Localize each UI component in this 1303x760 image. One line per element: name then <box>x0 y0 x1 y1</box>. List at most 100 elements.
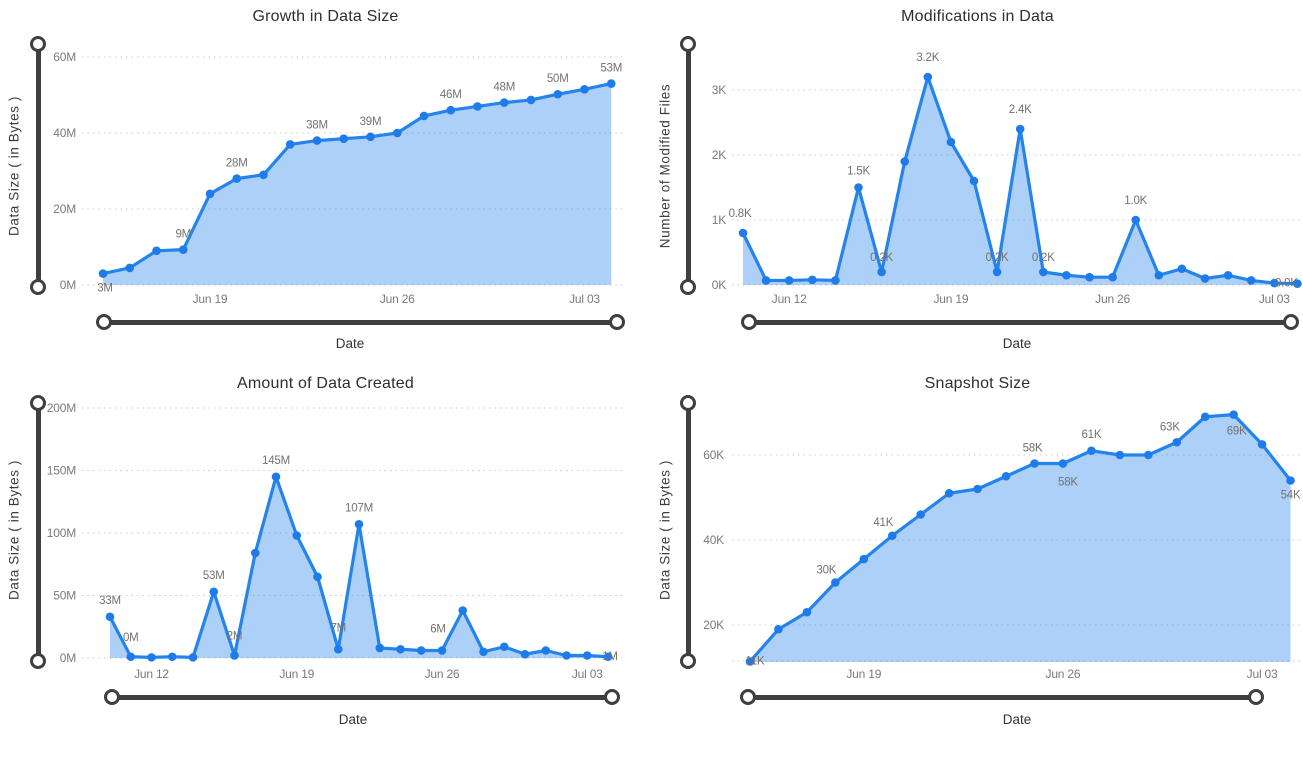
data-point[interactable] <box>1108 272 1117 282</box>
plot-area[interactable]: 0M 20M 40M 60M Jun 19 Jun 26 Jul 03 3M 9M 28M 38M 3… <box>0 0 651 365</box>
data-point[interactable] <box>808 275 817 285</box>
y-slider-rail[interactable] <box>35 402 41 662</box>
data-point[interactable] <box>232 174 242 183</box>
data-point[interactable] <box>167 652 177 662</box>
data-point[interactable] <box>271 472 281 482</box>
x-slider-rail[interactable] <box>748 319 1292 325</box>
y-slider-lower-handle[interactable] <box>30 653 46 669</box>
data-point[interactable] <box>499 642 509 652</box>
x-slider-left-handle[interactable] <box>740 689 756 705</box>
data-point[interactable] <box>125 263 135 273</box>
data-point[interactable] <box>1154 270 1164 280</box>
data-point[interactable] <box>396 644 405 654</box>
data-point[interactable] <box>1246 276 1256 285</box>
data-point[interactable] <box>1200 274 1210 283</box>
x-slider-rail[interactable] <box>111 694 613 700</box>
data-point[interactable] <box>859 554 869 564</box>
data-point[interactable] <box>1229 410 1238 419</box>
data-point[interactable] <box>250 548 260 558</box>
data-point[interactable] <box>774 624 783 634</box>
data-point[interactable] <box>1144 450 1153 460</box>
x-slider-left-handle[interactable] <box>96 314 112 330</box>
data-point[interactable] <box>580 85 589 94</box>
data-point[interactable] <box>1131 215 1140 225</box>
data-point[interactable] <box>499 98 509 107</box>
data-point[interactable] <box>313 572 322 582</box>
data-point[interactable] <box>562 651 571 660</box>
y-slider-upper-handle[interactable] <box>30 36 46 52</box>
data-point[interactable] <box>98 269 108 278</box>
data-point[interactable] <box>541 646 551 655</box>
data-point[interactable] <box>854 183 863 192</box>
plot-area[interactable]: 0M 50M 100M 150M 200M Jun 12 Jun 19 Jun 26 Jul 0… <box>0 365 651 760</box>
data-point[interactable] <box>1015 124 1025 134</box>
data-point[interactable] <box>900 157 909 166</box>
data-point[interactable] <box>1115 450 1125 460</box>
data-point[interactable] <box>458 606 468 615</box>
data-point[interactable] <box>312 136 322 145</box>
data-point[interactable] <box>1085 272 1094 282</box>
data-point[interactable] <box>1172 437 1182 447</box>
data-point[interactable] <box>446 105 456 115</box>
data-point[interactable] <box>437 646 447 655</box>
data-point[interactable] <box>354 519 364 529</box>
data-point[interactable] <box>230 651 239 660</box>
data-point[interactable] <box>745 657 755 666</box>
data-point[interactable] <box>802 607 812 617</box>
data-point[interactable] <box>416 646 426 655</box>
x-slider-left-handle[interactable] <box>741 314 757 330</box>
x-slider-right-handle[interactable] <box>609 314 625 330</box>
data-point[interactable] <box>419 111 429 121</box>
data-point[interactable] <box>178 245 188 254</box>
data-point[interactable] <box>887 531 897 541</box>
data-point[interactable] <box>205 189 215 199</box>
data-point[interactable] <box>603 652 613 662</box>
data-point[interactable] <box>147 653 156 662</box>
data-point[interactable] <box>923 72 933 82</box>
data-point[interactable] <box>188 653 198 662</box>
y-slider-upper-handle[interactable] <box>30 395 46 411</box>
data-point[interactable] <box>606 79 616 88</box>
x-slider-left-handle[interactable] <box>104 689 120 705</box>
y-slider-rail[interactable] <box>685 402 691 662</box>
plot-area[interactable]: 0K 1K 2K 3K Jun 12 Jun 19 Jun 26 Jul 03 0.8K 1.5K… <box>652 0 1303 365</box>
data-point[interactable] <box>339 134 349 143</box>
data-point[interactable] <box>209 587 219 597</box>
data-point[interactable] <box>582 651 592 660</box>
data-point[interactable] <box>973 484 982 494</box>
x-slider-right-handle[interactable] <box>1248 689 1264 705</box>
x-slider-rail[interactable] <box>103 319 618 325</box>
data-point[interactable] <box>916 510 925 519</box>
data-point[interactable] <box>285 140 295 149</box>
data-point[interactable] <box>366 132 375 142</box>
y-slider-lower-handle[interactable] <box>30 279 46 295</box>
data-point[interactable] <box>1030 459 1039 468</box>
data-point[interactable] <box>292 531 302 540</box>
data-point[interactable] <box>1293 279 1302 289</box>
data-point[interactable] <box>1257 440 1267 449</box>
data-point[interactable] <box>946 137 956 147</box>
data-point[interactable] <box>1286 476 1295 485</box>
data-point[interactable] <box>105 612 115 622</box>
data-point[interactable] <box>1270 278 1279 288</box>
data-point[interactable] <box>526 95 536 105</box>
data-point[interactable] <box>784 276 794 285</box>
data-point[interactable] <box>831 276 840 285</box>
data-point[interactable] <box>992 267 1002 277</box>
x-slider-rail[interactable] <box>747 694 1257 700</box>
data-point[interactable] <box>944 488 954 498</box>
y-slider-lower-handle[interactable] <box>680 279 696 295</box>
data-point[interactable] <box>333 644 343 654</box>
data-point[interactable] <box>473 102 482 111</box>
data-point[interactable] <box>553 89 563 99</box>
y-slider-upper-handle[interactable] <box>680 36 696 52</box>
data-point[interactable] <box>392 128 402 138</box>
data-point[interactable] <box>1039 267 1048 277</box>
plot-area[interactable]: 20K 40K 60K Jun 19 Jun 26 Jul 03 11K 30K 41K 58K 5… <box>652 365 1303 760</box>
data-point[interactable] <box>126 652 136 662</box>
data-point[interactable] <box>1200 412 1210 422</box>
data-point[interactable] <box>375 643 385 653</box>
data-point[interactable] <box>520 649 530 659</box>
data-point[interactable] <box>1058 459 1068 468</box>
y-slider-rail[interactable] <box>685 43 691 288</box>
